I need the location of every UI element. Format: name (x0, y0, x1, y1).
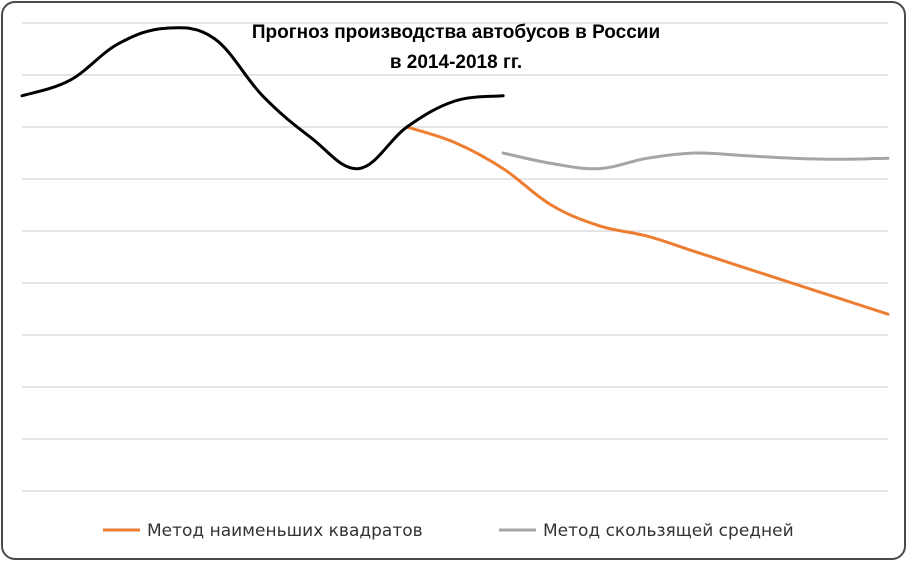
chart-title-line-2: в 2014-2018 гг. (390, 52, 522, 73)
series-line-series-1 (405, 125, 890, 316)
series-line-series-2 (501, 151, 890, 171)
gridlines (22, 22, 888, 492)
legend: Метод наименьших квадратов Метод скользя… (103, 521, 794, 541)
legend-label-least-squares: Метод наименьших квадратов (147, 521, 423, 541)
legend-label-moving-average: Метод скользящей средней (543, 521, 794, 541)
series-lines (20, 26, 890, 316)
chart-title-line-1: Прогноз производства автобусов в России (252, 22, 660, 43)
series-line-historical (20, 26, 505, 171)
